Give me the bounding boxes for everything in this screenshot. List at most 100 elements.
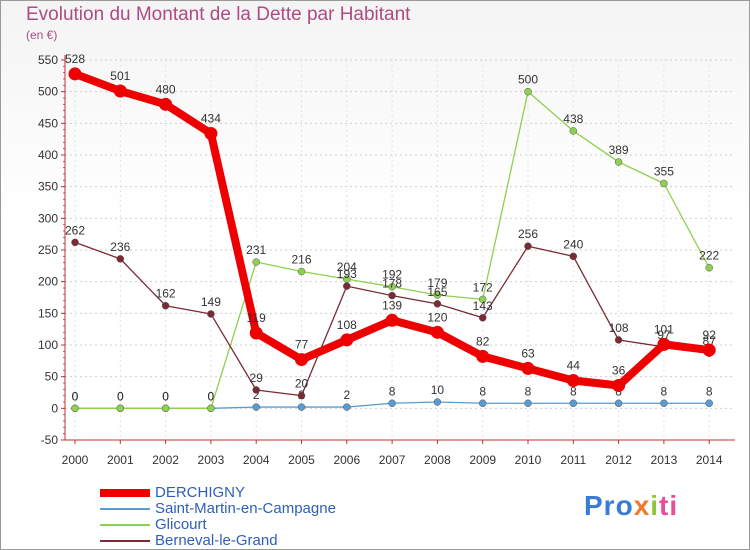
y-tick-label: 500 (38, 85, 58, 99)
legend-label: Glicourt (155, 516, 207, 533)
x-tick-label: 2001 (107, 453, 134, 467)
data-label: 355 (654, 165, 674, 179)
data-point (116, 404, 125, 413)
data-point (705, 263, 713, 272)
data-point (252, 258, 260, 266)
x-tick-label: 2010 (515, 453, 542, 467)
data-point (660, 179, 668, 188)
data-label: 36 (612, 364, 626, 378)
data-label: 44 (567, 358, 581, 372)
legend-label: Berneval-le-Grand (155, 532, 278, 549)
data-point (524, 242, 532, 250)
y-tick-label: 50 (45, 370, 59, 384)
data-point (524, 399, 532, 408)
data-point (433, 398, 442, 406)
data-point (297, 267, 306, 276)
data-label: 193 (337, 267, 357, 281)
data-label: 236 (110, 240, 130, 254)
data-label: 8 (570, 384, 577, 398)
y-tick-label: 450 (38, 116, 58, 130)
y-tick-label: 150 (38, 306, 58, 320)
data-label: 528 (65, 52, 85, 66)
data-label: 204 (337, 260, 357, 274)
data-label: 222 (699, 249, 719, 263)
data-point (566, 373, 580, 387)
data-label: 2 (253, 388, 260, 402)
data-label: 240 (563, 237, 583, 251)
data-label: 97 (657, 328, 671, 342)
data-label: 0 (72, 389, 79, 403)
data-label: 0 (72, 389, 79, 403)
x-tick-label: 2012 (605, 453, 632, 467)
x-tick-label: 2003 (198, 453, 225, 467)
y-tick-label: 200 (38, 275, 58, 289)
data-label: 108 (609, 321, 629, 335)
data-label: 162 (156, 287, 176, 301)
x-tick-label: 2004 (243, 453, 270, 467)
data-label: 480 (156, 82, 176, 96)
data-label: 8 (706, 384, 713, 398)
data-point (71, 404, 79, 413)
data-point (113, 84, 127, 98)
data-label: 10 (431, 383, 445, 397)
data-label: 438 (563, 112, 583, 126)
data-label: 231 (246, 243, 266, 257)
data-label: 0 (208, 389, 215, 403)
data-point (569, 252, 578, 261)
data-label: 8 (389, 384, 396, 398)
data-label: 29 (250, 371, 264, 385)
data-label: 165 (427, 285, 447, 299)
x-tick-label: 2005 (288, 453, 315, 467)
data-point (297, 391, 306, 400)
x-tick-label: 2008 (424, 453, 451, 467)
data-point (68, 67, 82, 81)
data-label: 2 (343, 388, 350, 402)
y-tick-label: 300 (38, 211, 58, 225)
data-label: 501 (110, 69, 130, 83)
data-label: 0 (162, 389, 169, 403)
data-label: 0 (117, 389, 124, 403)
data-label: 192 (382, 268, 402, 282)
data-point (343, 403, 351, 411)
data-point (207, 310, 215, 318)
data-label: 262 (65, 223, 85, 237)
data-label: 256 (518, 227, 538, 241)
y-tick-label: 550 (38, 53, 58, 67)
data-point (478, 399, 487, 408)
data-label: 179 (427, 276, 447, 290)
data-point (207, 404, 215, 413)
chart-subtitle: (en €) (26, 28, 58, 42)
data-point (252, 403, 260, 411)
data-label: 20 (295, 377, 309, 391)
legend-label: DERCHIGNY (155, 484, 246, 501)
data-point (478, 295, 487, 304)
data-point (657, 337, 671, 351)
data-label: 77 (295, 338, 309, 352)
y-tick-label: -50 (41, 433, 59, 447)
data-point (388, 282, 396, 291)
data-label: 149 (201, 295, 221, 309)
data-point (521, 361, 535, 375)
data-label: 139 (382, 298, 402, 312)
data-point (702, 343, 716, 357)
data-point (569, 127, 578, 135)
y-tick-label: 350 (38, 180, 58, 194)
data-label: 216 (291, 253, 311, 267)
data-point (388, 399, 396, 408)
legend-label: Saint-Martin-en-Campagne (155, 500, 336, 517)
data-label: 108 (337, 318, 357, 332)
data-point (614, 158, 623, 166)
data-point (249, 326, 263, 340)
data-point (161, 404, 170, 413)
data-label: 389 (609, 143, 629, 157)
y-tick-label: 100 (38, 338, 58, 352)
x-tick-label: 2007 (379, 453, 406, 467)
data-label: 63 (521, 346, 535, 360)
x-tick-label: 2006 (333, 453, 360, 467)
data-label: 172 (473, 280, 493, 294)
chart-title: Evolution du Montant de la Dette par Hab… (26, 4, 411, 25)
x-tick-label: 2000 (62, 453, 89, 467)
data-label: 178 (382, 277, 402, 291)
data-point (476, 349, 490, 363)
